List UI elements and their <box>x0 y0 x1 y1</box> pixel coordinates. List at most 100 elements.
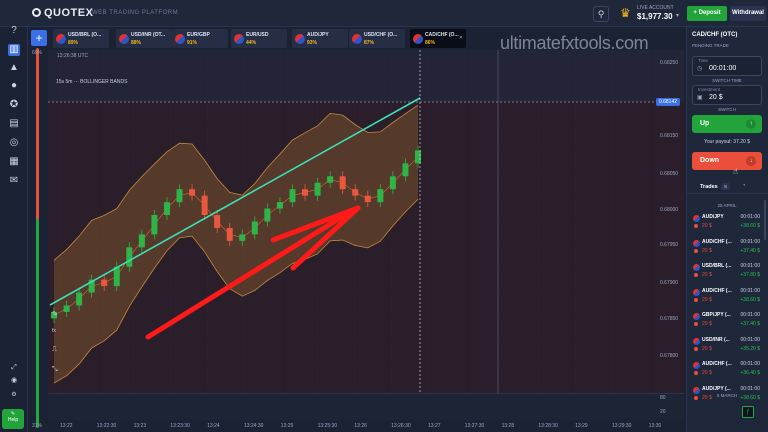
account-type[interactable]: LIVE ACCOUNT <box>637 5 674 11</box>
pen-icon[interactable]: ✎ <box>52 311 58 318</box>
close-icon[interactable]: ✕ <box>458 35 463 41</box>
candle <box>51 311 57 319</box>
down-button[interactable]: Down ↓ <box>692 152 762 170</box>
up-button[interactable]: Up ↑ <box>692 115 762 133</box>
floating-logo-icon[interactable]: ƒ <box>742 406 754 418</box>
trade-row[interactable]: AUD/CHF (... 00:01:00 20 $ +36.40 $ <box>690 359 764 383</box>
candle <box>339 176 346 190</box>
add-asset-button[interactable]: + <box>31 30 47 46</box>
red-arrow-head-2 <box>290 205 361 271</box>
asset-tab[interactable]: USD/BRL (O... 89% <box>53 29 109 48</box>
market-icon[interactable]: ▤ <box>9 118 19 129</box>
platform-subtitle: WEB TRADING PLATFORM <box>92 10 179 16</box>
indicator-scale-bottom: 20 <box>660 409 666 415</box>
trade-row[interactable]: USD/INR (... 00:01:00 20 $ +35.20 $ <box>690 335 764 359</box>
indicator-scale-top: 80 <box>660 395 666 401</box>
settings-small-icon[interactable]: ⚙ <box>11 392 17 398</box>
arrow-down-icon: ↓ <box>746 156 756 166</box>
pending-trade-toggle[interactable]: PENDING TRADE <box>692 43 729 48</box>
asset-tab[interactable]: USD/INR (OT... 88% <box>116 29 172 48</box>
chart-type-icon[interactable]: ⎍ <box>52 346 57 353</box>
asset-tab[interactable]: CAD/CHF (O... 86% ✕ <box>410 29 466 48</box>
logo[interactable]: QUOTEX <box>44 7 94 19</box>
y-tick-label: 0.68000 <box>660 207 679 213</box>
education-icon[interactable]: ▲ <box>9 62 19 73</box>
user-icon[interactable]: ● <box>10 80 18 91</box>
watermark: ultimatefxtools.com <box>500 33 649 53</box>
asset-tab[interactable]: EUR/GBP 91% <box>172 29 228 48</box>
chevron-down-icon[interactable]: ▾ <box>676 13 680 19</box>
selected-asset[interactable]: CAD/CHF (OTC) <box>692 32 738 38</box>
flag-icon <box>693 288 700 296</box>
candle <box>138 234 145 248</box>
trade-row[interactable]: USD/BRL (... 00:01:00 20 $ +37.80 $ <box>690 261 764 285</box>
trophy-icon[interactable]: ♛ <box>620 6 631 20</box>
flag-icon <box>693 215 700 222</box>
expand-icon[interactable]: ⤢ <box>11 364 17 371</box>
trade-row[interactable]: AUD/JPY 00:01:00 20 $ +38.60 $ <box>690 212 764 236</box>
trades-scrollbar[interactable] <box>764 200 766 240</box>
chat-icon: ✎ <box>10 411 16 417</box>
x-tick-label: 13:22:30 <box>96 423 117 429</box>
x-tick-label: 13:26:30 <box>391 423 411 429</box>
direction-dot <box>694 273 698 277</box>
help-icon[interactable]: ? <box>11 25 17 36</box>
trade-row[interactable]: AUD/JPY (... 00:01:00 20 $ +38.60 $ <box>690 384 764 408</box>
chart-toolbar[interactable]: 15s 5m ··· BOLLINGER BANDS <box>56 79 128 85</box>
switch-link[interactable]: SWITCH <box>718 107 736 112</box>
fullscreen-icon[interactable]: ⚲ <box>593 6 609 22</box>
investment-field[interactable]: Investment ▣ 20 $ <box>692 85 762 105</box>
history-icon[interactable]: ◔ <box>742 183 746 189</box>
sound-icon[interactable]: ◉ <box>10 377 18 384</box>
indicators-icon[interactable]: fx <box>52 328 56 334</box>
switch-time-link[interactable]: SWITCH TIME <box>712 78 742 83</box>
flag-icon <box>413 34 423 44</box>
drawing-icon[interactable]: ⤡ <box>52 366 58 373</box>
candle <box>251 221 258 235</box>
sentiment-bar <box>36 48 39 428</box>
flag-icon <box>693 313 700 320</box>
signal-icon[interactable]: ◎ <box>9 137 19 148</box>
trades-date-header-2: 6 MARCH <box>716 393 738 398</box>
x-tick-label: 13:23 <box>133 423 147 429</box>
payout-text: Your payout: 37.20 $ <box>704 139 750 145</box>
help-button[interactable]: ✎ Help <box>2 409 24 429</box>
candle <box>214 215 221 228</box>
account-balance[interactable]: $1,977.30 <box>637 12 673 21</box>
direction-dot <box>694 297 698 302</box>
direction-dot <box>694 322 698 326</box>
asset-tab[interactable]: EUR/USD 44% <box>231 29 287 48</box>
x-tick-label: 13:30 <box>648 423 662 429</box>
candle <box>189 189 196 196</box>
withdrawal-button[interactable]: Withdrawal <box>730 6 766 21</box>
time-field[interactable]: Time ◷ 00:01:00 <box>692 56 762 76</box>
candle <box>88 279 95 293</box>
direction-dot <box>694 371 698 375</box>
asset-tab[interactable]: USD/CHF (O... 87% <box>349 29 405 48</box>
trade-row[interactable]: AUD/CHF (... 00:01:00 20 $ +37.40 $ <box>690 237 764 261</box>
x-tick-label: 13:28 <box>501 423 515 429</box>
chart-svg[interactable] <box>48 50 684 393</box>
direction-dot <box>694 395 698 400</box>
chart-icon[interactable]: ▥ <box>8 44 20 56</box>
settings-icon[interactable]: ✪ <box>9 99 19 110</box>
candle <box>377 189 384 203</box>
chart-upper-region <box>48 50 684 102</box>
flag-icon <box>693 264 700 271</box>
trades-tab[interactable]: Trades <box>700 184 718 190</box>
flag-icon <box>295 34 305 44</box>
x-tick-label: 13:29:30 <box>612 423 632 429</box>
trade-row[interactable]: AUD/CHF (... 00:01:00 20 $ +38.60 $ <box>690 286 764 310</box>
trade-row[interactable]: GBP/JPY (... 00:01:00 20 $ +37.40 $ <box>690 310 764 334</box>
candle <box>352 189 359 196</box>
y-tick-label: 0.67800 <box>660 353 679 359</box>
analytics-icon[interactable]: ▦ <box>9 156 19 167</box>
x-tick-label: 13:28:30 <box>538 423 558 429</box>
candle <box>126 247 133 267</box>
candle <box>415 150 421 164</box>
notifications-icon[interactable]: ✉ <box>9 175 19 186</box>
asset-tab[interactable]: AUD/JPY 93% <box>292 29 348 48</box>
candle <box>302 189 309 196</box>
deposit-button[interactable]: + Deposit <box>687 6 727 21</box>
x-tick-label: 13:27:30 <box>464 423 485 429</box>
